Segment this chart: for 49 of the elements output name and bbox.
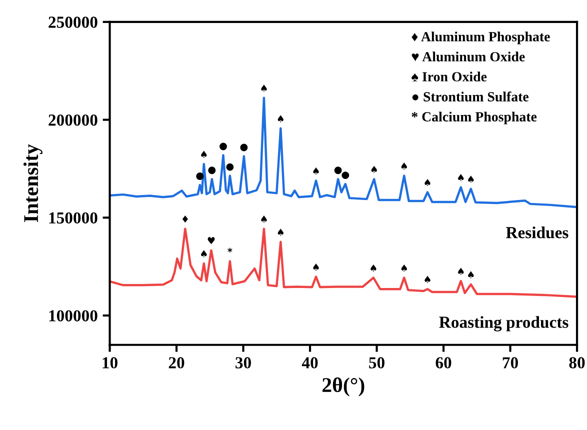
annotation: ● — [208, 166, 216, 174]
annotation: ♠ — [278, 228, 284, 236]
annotation: ♠ — [458, 174, 464, 182]
annotation: ♠ — [371, 166, 377, 173]
annotation: ♠ — [261, 216, 267, 223]
y-tick-label: 100000 — [49, 310, 98, 322]
x-tick-label: 70 — [502, 357, 518, 368]
line-series — [110, 228, 578, 298]
annotation: ♠ — [468, 271, 474, 278]
annotation: ● — [240, 144, 248, 152]
series-label: Residues — [506, 226, 568, 238]
annotation: * — [228, 248, 232, 252]
annotation: ♠ — [401, 162, 407, 170]
annotation: ♦ — [182, 216, 188, 223]
annotation: ♥ Aluminum Oxide — [412, 52, 525, 62]
series-label: Roasting products — [439, 316, 568, 332]
annotation: ♠ — [278, 115, 284, 122]
annotation: ♠ — [424, 276, 430, 283]
annotation: * Calcium Phosphate — [412, 112, 537, 124]
x-tick-label: 60 — [436, 357, 452, 368]
annotation: ● — [226, 163, 234, 171]
y-axis-title: Intensity — [23, 144, 42, 222]
annotation: ♥ — [208, 237, 215, 244]
annotation: ♠ — [424, 178, 430, 186]
x-tick-label: 40 — [302, 357, 318, 368]
annotation: ♠ — [468, 176, 474, 183]
x-axis-title: 2θ(°) — [322, 377, 364, 396]
annotation: ♠ — [458, 268, 464, 275]
annotation: ♠ — [201, 150, 207, 158]
y-tick-label: 250000 — [48, 16, 98, 28]
annotation: ● — [220, 142, 227, 150]
annotation: ● Strontium Sulfate — [412, 92, 529, 102]
y-tick-label: 200000 — [48, 114, 98, 126]
x-tick-label: 80 — [569, 357, 585, 368]
y-tick-label: 150000 — [49, 212, 98, 224]
annotation: ♠ Iron Oxide — [412, 72, 487, 82]
annotation: ♦ Aluminum Phosphate — [412, 32, 550, 44]
annotation: ♠ — [401, 264, 407, 272]
annotation: ♠ — [313, 167, 319, 174]
annotation: ♠ — [370, 264, 376, 272]
annotation: ♠ — [313, 263, 319, 271]
annotation: ♠ — [261, 84, 267, 92]
x-tick-label: 10 — [102, 357, 118, 368]
annotation: ● — [334, 166, 342, 174]
x-tick-label: 50 — [369, 357, 384, 368]
annotation: ● — [342, 172, 350, 179]
annotation: ♠ — [201, 250, 207, 258]
x-tick-label: 30 — [236, 357, 251, 368]
x-tick-label: 20 — [168, 357, 184, 368]
